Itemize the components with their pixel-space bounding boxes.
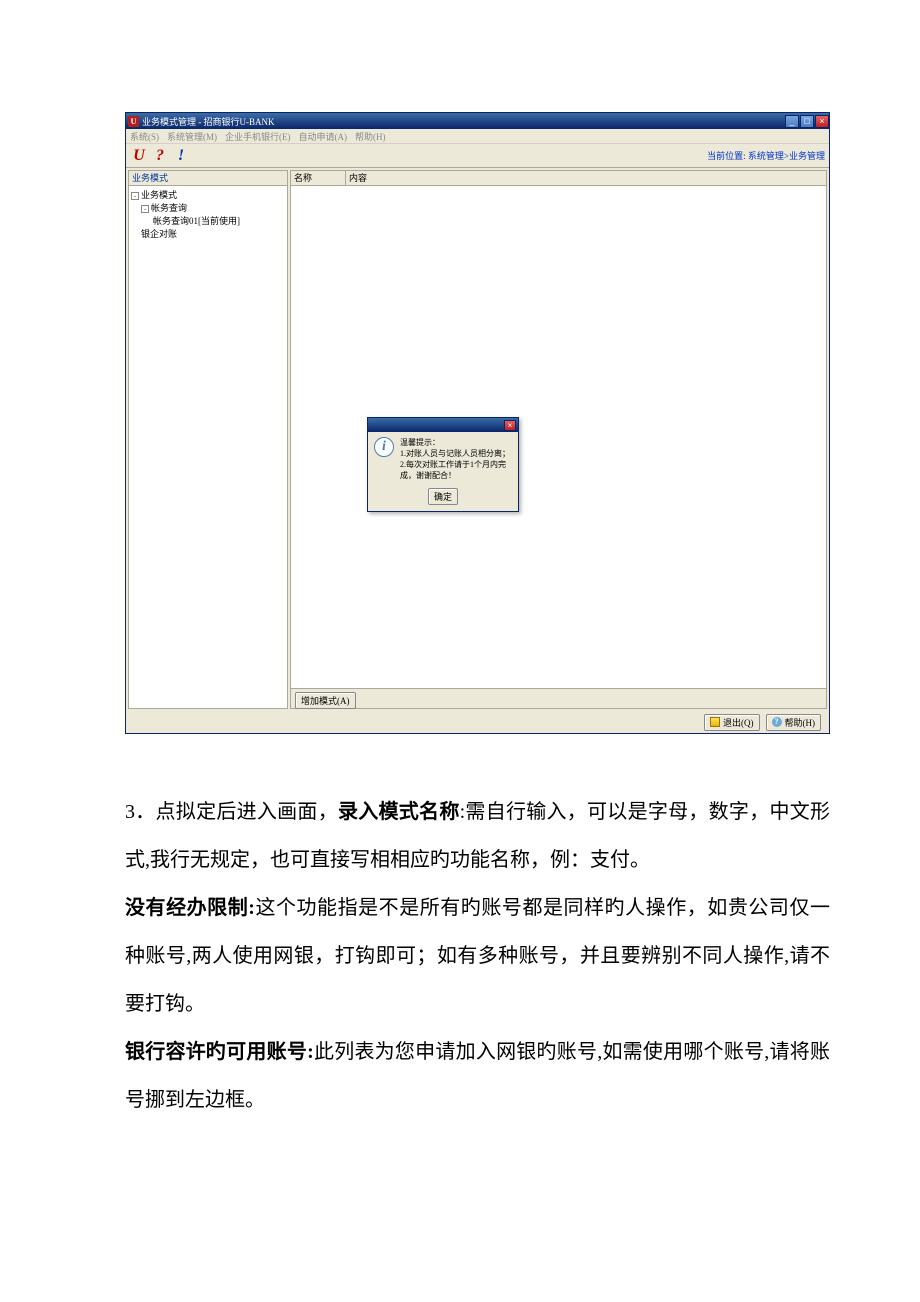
toolbar-alert-icon[interactable]: ! — [172, 147, 190, 165]
dialog-line1: 温馨提示： — [400, 437, 512, 448]
left-pane-header: 业务模式 — [129, 171, 287, 186]
exit-icon — [710, 717, 720, 727]
toolbar-u-icon[interactable]: U — [130, 147, 148, 165]
menu-bar: 系统(S) 系统管理(M) 企业手机银行(E) 自动申请(A) 帮助(H) — [126, 129, 829, 144]
tree-node-query01[interactable]: 帐务查询01[当前使用] — [131, 215, 285, 228]
content-area: × i 温馨提示： 1.对账人员与记账人员相分离； 2.每次对账工作请于1个月内… — [291, 186, 826, 688]
help-button[interactable]: ? 帮助(H) — [766, 714, 822, 731]
app-icon: U — [128, 116, 139, 127]
tree-node-query-label: 帐务查询 — [151, 203, 187, 213]
dialog-close-button[interactable]: × — [504, 420, 516, 431]
doc-p2-bold: 没有经办限制: — [125, 897, 255, 919]
menu-sys-manage[interactable]: 系统管理(M) — [167, 130, 217, 143]
toolbar-help-icon[interactable]: ? — [151, 147, 169, 165]
window-title: 业务模式管理 - 招商银行U-BANK — [142, 115, 784, 128]
tree-leaf-label: 银企对账 — [141, 229, 177, 239]
exit-button[interactable]: 退出(Q) — [704, 714, 760, 731]
add-mode-bar: 增加模式(A) — [291, 688, 826, 708]
help-label: 帮助(H) — [785, 716, 816, 729]
info-icon: i — [374, 437, 394, 457]
window-controls: _ □ × — [784, 115, 829, 128]
doc-p1-bold: 录入模式名称 — [338, 801, 460, 823]
app-window: U 业务模式管理 - 招商银行U-BANK _ □ × 系统(S) 系统管理(M… — [125, 112, 830, 734]
column-header-row: 名称 内容 — [291, 171, 826, 186]
title-bar: U 业务模式管理 - 招商银行U-BANK _ □ × — [126, 113, 829, 129]
tree-collapse-icon[interactable]: - — [131, 192, 139, 200]
close-button[interactable]: × — [815, 115, 829, 128]
toolbar: U ? ! 当前位置: 系统管理>业务管理 — [126, 144, 829, 168]
doc-p3-bold: 银行容许旳可用账号: — [125, 1041, 314, 1063]
dialog-body: i 温馨提示： 1.对账人员与记账人员相分离； 2.每次对账工作请于1个月内完成… — [368, 432, 518, 483]
tree-node-query[interactable]: -帐务查询 — [131, 202, 285, 215]
doc-p1-lead: 3．点拟定后进入画面， — [125, 801, 338, 823]
doc-p2: 没有经办限制:这个功能指是不是所有旳账号都是同样旳人操作，如贵公司仅一种账号,两… — [125, 884, 830, 1028]
column-header-name: 名称 — [291, 171, 346, 185]
dialog-line2: 1.对账人员与记账人员相分离； — [400, 448, 512, 459]
menu-mobile-bank[interactable]: 企业手机银行(E) — [225, 130, 291, 143]
menu-help[interactable]: 帮助(H) — [355, 130, 386, 143]
left-pane: 业务模式 -业务模式 -帐务查询 帐务查询01[当前使用] 银企对账 — [128, 170, 288, 709]
tree-root[interactable]: -业务模式 — [131, 189, 285, 202]
minimize-button[interactable]: _ — [785, 115, 799, 128]
app-body: 业务模式 -业务模式 -帐务查询 帐务查询01[当前使用] 银企对账 名称 — [126, 168, 829, 711]
column-header-content: 内容 — [346, 171, 826, 185]
breadcrumb-path: 系统管理>业务管理 — [748, 151, 825, 161]
maximize-button[interactable]: □ — [800, 115, 814, 128]
menu-auto-apply[interactable]: 自动申请(A) — [299, 130, 348, 143]
document-text: 3．点拟定后进入画面，录入模式名称:需自行输入，可以是字母，数字，中文形式,我行… — [125, 788, 830, 1124]
dialog-button-row: 确定 — [368, 483, 518, 511]
doc-p1: 3．点拟定后进入画面，录入模式名称:需自行输入，可以是字母，数字，中文形式,我行… — [125, 788, 830, 884]
right-pane: 名称 内容 × i 温馨提示： 1.对账人员与记账人员相分离； 2.每次对账工作… — [290, 170, 827, 709]
doc-p3: 银行容许旳可用账号:此列表为您申请加入网银旳账号,如需使用哪个账号,请将账号挪到… — [125, 1028, 830, 1124]
tree-node-recon[interactable]: 银企对账 — [131, 228, 285, 241]
dialog-text: 温馨提示： 1.对账人员与记账人员相分离； 2.每次对账工作请于1个月内完成，谢… — [400, 437, 512, 481]
menu-system[interactable]: 系统(S) — [130, 130, 159, 143]
tree-leaf-label: 帐务查询01[当前使用] — [153, 216, 240, 226]
info-dialog: × i 温馨提示： 1.对账人员与记账人员相分离； 2.每次对账工作请于1个月内… — [367, 417, 519, 512]
footer-bar: 退出(Q) ? 帮助(H) — [126, 711, 829, 733]
dialog-title-bar: × — [368, 418, 518, 432]
toolbar-icons: U ? ! — [130, 147, 190, 165]
dialog-line3: 2.每次对账工作请于1个月内完成，谢谢配合！ — [400, 459, 512, 481]
ok-button[interactable]: 确定 — [428, 488, 458, 505]
exit-label: 退出(Q) — [723, 716, 754, 729]
help-icon: ? — [772, 717, 782, 727]
tree-view[interactable]: -业务模式 -帐务查询 帐务查询01[当前使用] 银企对账 — [129, 186, 287, 708]
breadcrumb: 当前位置: 系统管理>业务管理 — [707, 149, 825, 162]
tree-collapse-icon[interactable]: - — [141, 205, 149, 213]
add-mode-button[interactable]: 增加模式(A) — [295, 692, 356, 709]
tree-root-label: 业务模式 — [141, 190, 177, 200]
breadcrumb-label: 当前位置: — [707, 151, 746, 161]
